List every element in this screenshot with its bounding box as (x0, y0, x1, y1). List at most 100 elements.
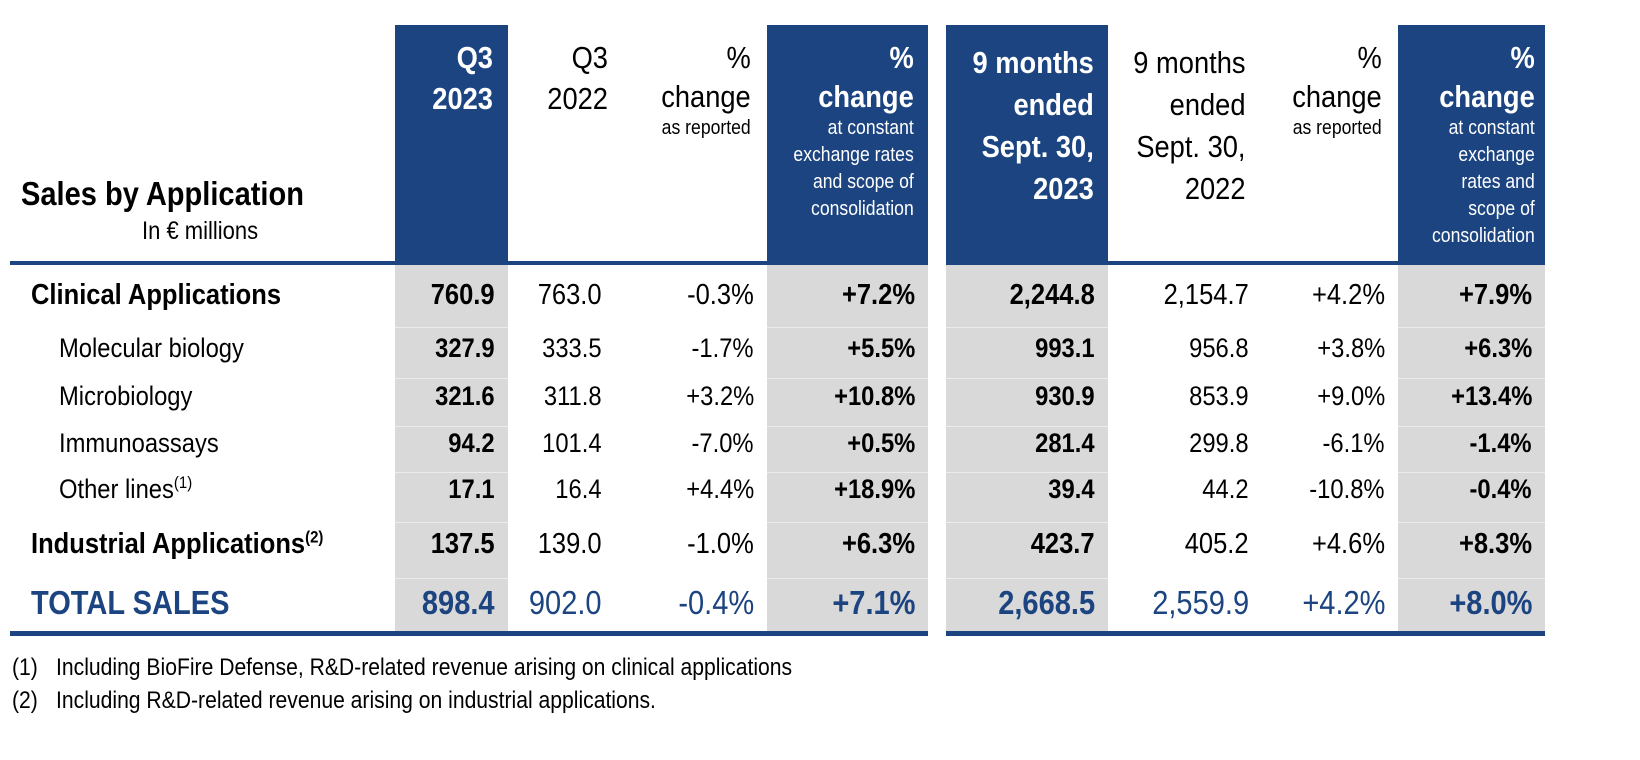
cell-q3-pct-reported: -1.0% (687, 528, 754, 560)
cell-9m-pct-reported: +4.6% (1311, 528, 1385, 560)
footnote-marker: (2) (12, 687, 38, 714)
header-9m-pct-reported: % change as reported (1292, 40, 1382, 139)
bottom-rule-right (946, 631, 1545, 636)
row-label: Other lines(1) (59, 474, 192, 505)
header-9m-pct-constant: % change at constant exchange rates and s… (1432, 40, 1535, 247)
cell-q3-pct-constant: +10.8% (833, 381, 915, 411)
footnote-1: (1) Including BioFire Defense, R&D-relat… (12, 654, 792, 682)
row-separator (1398, 378, 1545, 379)
row-label-text: Other lines (59, 474, 174, 504)
header-q3-2022: Q3 2022 (547, 40, 608, 116)
header-q3-pct-constant: % change at constant exchange rates and s… (793, 40, 914, 220)
cell-q3-2022: 763.0 (538, 279, 602, 311)
cell-q3-pct-reported: -7.0% (691, 428, 754, 458)
cell-q3-pct-constant: +7.1% (831, 584, 915, 621)
header-9m-2023: 9 months ended Sept. 30, 2023 (972, 45, 1094, 206)
row-separator (395, 578, 508, 579)
row-separator (946, 522, 1108, 523)
cell-9m-pct-constant: +6.3% (1463, 333, 1532, 363)
table-subtitle: In € millions (142, 217, 259, 245)
cell-9m-pct-constant: -1.4% (1469, 428, 1532, 458)
cell-q3-pct-constant: +6.3% (841, 528, 915, 560)
cell-q3-2022: 139.0 (538, 528, 602, 560)
row-separator (946, 425, 1108, 427)
cell-q3-2022: 902.0 (529, 584, 602, 621)
cell-9m-pct-reported: +3.8% (1316, 333, 1385, 363)
cell-q3-2022: 333.5 (542, 333, 602, 363)
cell-9m-pct-reported: -6.1% (1322, 428, 1385, 458)
cell-q3-pct-constant: +18.9% (833, 474, 915, 504)
col-header-bg-9m-2023 (946, 25, 1108, 265)
cell-9m-2023: 281.4 (1035, 428, 1095, 458)
row-separator (946, 327, 1108, 328)
cell-9m-2022: 44.2 (1202, 474, 1249, 504)
row-separator (1398, 522, 1545, 523)
header-q3-2023: Q3 2023 (432, 40, 493, 116)
cell-9m-pct-reported: -10.8% (1309, 474, 1385, 504)
cell-9m-2022: 853.9 (1189, 381, 1249, 411)
row-separator (767, 425, 928, 427)
row-label-text: Immunoassays (59, 428, 219, 458)
row-separator (767, 327, 928, 328)
row-label-text: TOTAL SALES (31, 584, 230, 621)
row-separator (1398, 472, 1545, 473)
header-q3-pct-reported: % change as reported (661, 40, 751, 139)
cell-q3-2023: 327.9 (435, 333, 495, 363)
row-separator (767, 578, 928, 579)
col-header-bg-q3-constant (767, 25, 928, 265)
header-9m-2022: 9 months ended Sept. 30, 2022 (1133, 45, 1246, 206)
cell-9m-pct-reported: +4.2% (1311, 279, 1385, 311)
row-label: Immunoassays (59, 428, 219, 459)
cell-9m-2022: 956.8 (1189, 333, 1249, 363)
cell-9m-2022: 299.8 (1189, 428, 1249, 458)
header-rule-left (10, 261, 928, 265)
footnote-text: Including R&D-related revenue arising on… (56, 687, 656, 714)
row-separator (946, 578, 1108, 579)
cell-q3-2023: 94.2 (448, 428, 495, 458)
cell-q3-pct-constant: +5.5% (846, 333, 915, 363)
footnote-marker: (1) (12, 654, 38, 681)
cell-9m-2022: 2,559.9 (1152, 584, 1249, 621)
row-separator (767, 472, 928, 473)
cell-q3-pct-constant: +7.2% (841, 279, 915, 311)
cell-q3-pct-reported: +3.2% (685, 381, 754, 411)
cell-9m-2023: 993.1 (1035, 333, 1095, 363)
row-separator (946, 378, 1108, 379)
cell-9m-pct-reported: +4.2% (1301, 584, 1385, 621)
row-label: Industrial Applications(2) (31, 528, 323, 561)
row-label: Molecular biology (59, 333, 244, 364)
cell-q3-pct-reported: -0.3% (687, 279, 754, 311)
header-rule-right (946, 261, 1545, 265)
cell-q3-pct-reported: +4.4% (685, 474, 754, 504)
row-separator (395, 378, 508, 379)
cell-9m-2023: 930.9 (1035, 381, 1095, 411)
cell-9m-2023: 423.7 (1031, 528, 1095, 560)
cell-9m-2022: 2,154.7 (1163, 279, 1249, 311)
cell-q3-pct-reported: -0.4% (678, 584, 754, 621)
footnote-text: Including BioFire Defense, R&D-related r… (56, 654, 793, 681)
row-separator (1398, 425, 1545, 427)
row-separator (767, 522, 928, 523)
row-separator (767, 378, 928, 379)
row-label-text: Clinical Applications (31, 279, 282, 311)
cell-q3-2022: 311.8 (544, 381, 602, 411)
row-label: TOTAL SALES (31, 584, 229, 622)
cell-9m-2023: 39.4 (1048, 474, 1095, 504)
cell-q3-2022: 101.4 (542, 428, 602, 458)
cell-q3-2023: 137.5 (431, 528, 495, 560)
row-separator (1398, 578, 1545, 579)
col-body-bg-q3-2023 (395, 265, 508, 632)
cell-q3-2023: 17.1 (448, 474, 495, 504)
footnote-ref: (2) (305, 527, 324, 547)
col-body-bg-9m-constant (1398, 265, 1545, 632)
cell-9m-2023: 2,244.8 (1009, 279, 1095, 311)
row-separator (395, 522, 508, 523)
row-separator (1398, 327, 1545, 328)
cell-9m-pct-constant: +13.4% (1450, 381, 1532, 411)
col-body-bg-q3-constant (767, 265, 928, 632)
row-label-text: Industrial Applications (31, 528, 306, 560)
cell-q3-2023: 321.6 (435, 381, 495, 411)
col-body-bg-9m-2023 (946, 265, 1108, 632)
row-label-text: Molecular biology (59, 333, 244, 363)
row-label: Microbiology (59, 381, 192, 412)
